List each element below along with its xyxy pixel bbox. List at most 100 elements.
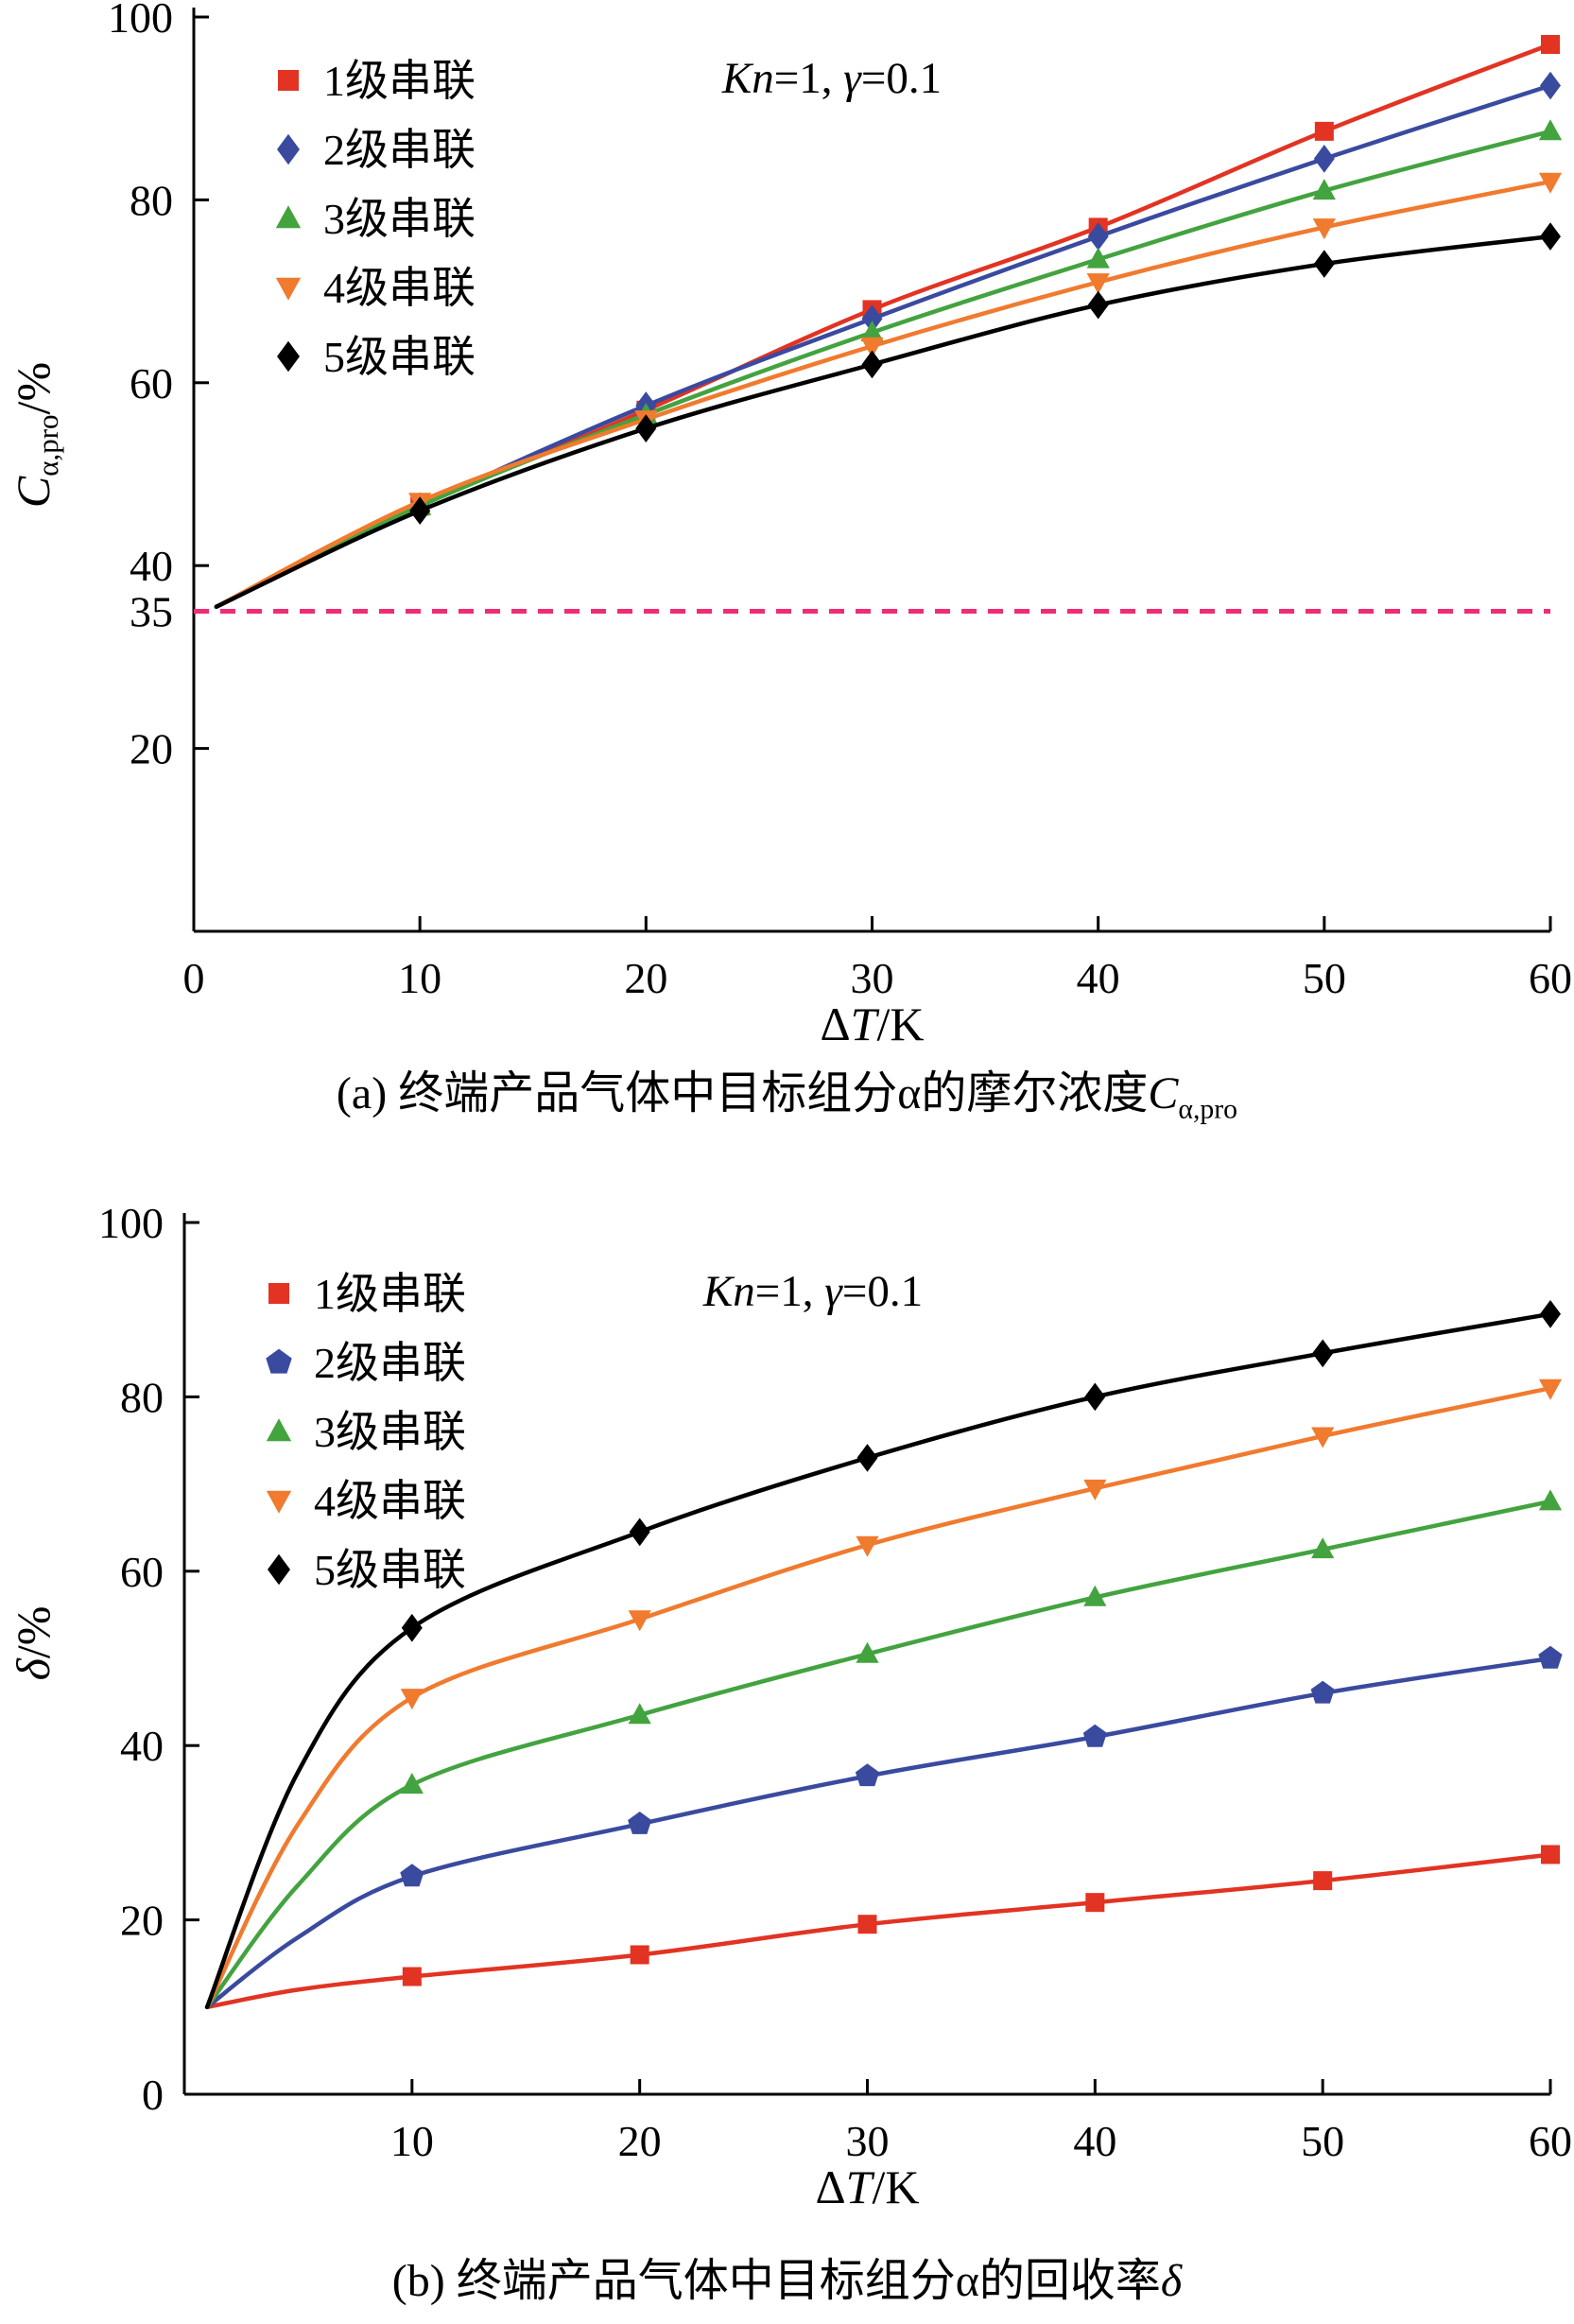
diamond-marker xyxy=(277,340,300,373)
triangle-down-marker xyxy=(275,277,302,301)
svg-text:10: 10 xyxy=(398,954,441,1002)
caption-text-part: δ xyxy=(1160,2256,1183,2306)
series-5 xyxy=(204,1300,1561,2010)
series-4 xyxy=(204,1379,1563,2010)
triangle-up-marker xyxy=(860,321,884,341)
square-marker xyxy=(1313,1871,1333,1891)
triangle-up-marker xyxy=(1311,1537,1335,1559)
square-marker xyxy=(1314,121,1334,141)
series-3 xyxy=(204,1489,1563,2010)
square-marker xyxy=(402,1967,422,1986)
axes xyxy=(192,8,1552,933)
diamond-marker xyxy=(1084,1382,1106,1412)
svg-text:50: 50 xyxy=(1303,954,1346,1002)
triangle-down-marker xyxy=(860,337,884,358)
svg-text:40: 40 xyxy=(130,542,173,590)
pentagon-marker xyxy=(400,1864,424,1887)
caption-text-part: (a) 终端产品气体中目标组分α的摩尔浓度 xyxy=(336,1068,1149,1119)
diamond-marker xyxy=(1540,71,1561,100)
square-marker xyxy=(1085,1893,1105,1913)
pentagon-marker xyxy=(628,1812,652,1834)
triangle-down-marker xyxy=(266,1490,292,1514)
diamond-marker xyxy=(409,496,431,525)
reference-line-label: 35 xyxy=(130,588,173,636)
triangle-down-marker xyxy=(628,1610,651,1632)
x-axis-label: ΔT/K xyxy=(816,2160,920,2213)
legend-label: 5级串联 xyxy=(314,1546,466,1594)
diamond-marker xyxy=(401,1613,423,1642)
legend-label: 4级串联 xyxy=(323,264,476,312)
svg-text:20: 20 xyxy=(120,1897,164,1945)
diamond-marker xyxy=(856,1444,878,1472)
square-marker xyxy=(278,70,299,91)
square-marker xyxy=(1541,35,1560,55)
legend: 1级串联 2级串联 3级串联 4级串联 5级串联 xyxy=(266,1270,466,1594)
chart-a: 0 10 20 30 40 50 60 20 40 60 80 100 35 1级串联 2级串联 3级串联 4级… xyxy=(7,0,1572,1050)
series-5 xyxy=(214,222,1561,609)
triangle-up-marker xyxy=(1312,179,1336,200)
caption-text-part: (b) 终端产品气体中目标组分α的回收率 xyxy=(391,2256,1161,2306)
triangle-up-marker xyxy=(1083,1585,1107,1606)
square-marker xyxy=(1541,1845,1560,1864)
triangle-down-marker xyxy=(1086,273,1110,295)
legend-label: 2级串联 xyxy=(314,1339,466,1387)
pentagon-marker xyxy=(1310,1680,1335,1704)
legend-item: 3级串联 xyxy=(275,195,476,243)
legend-label: 5级串联 xyxy=(323,333,476,381)
legend-item: 2级串联 xyxy=(277,126,476,174)
legend-label: 1级串联 xyxy=(323,57,476,105)
svg-text:60: 60 xyxy=(120,1548,164,1596)
triangle-up-marker xyxy=(1538,119,1563,141)
svg-text:40: 40 xyxy=(1077,954,1120,1002)
legend-item: 5级串联 xyxy=(268,1546,466,1594)
legend: 1级串联 2级串联 3级串联 4级串联 5级串联 xyxy=(275,57,476,381)
svg-text:40: 40 xyxy=(120,1722,164,1770)
svg-text:80: 80 xyxy=(120,1373,164,1421)
triangle-up-marker xyxy=(856,1641,879,1663)
triangle-up-marker xyxy=(266,1418,292,1442)
diamond-marker xyxy=(277,133,300,165)
svg-text:20: 20 xyxy=(618,2117,662,2165)
reference-line: 35 xyxy=(130,588,1550,636)
triangle-down-marker xyxy=(856,1535,879,1557)
svg-text:80: 80 xyxy=(130,176,173,224)
triangle-up-marker xyxy=(1538,1489,1563,1511)
diamond-marker xyxy=(629,1518,650,1547)
annotation: Kn=1, γ=0.1 xyxy=(721,54,942,103)
legend-item: 5级串联 xyxy=(277,333,476,381)
tick-labels: 10 20 30 40 50 60 0 20 40 60 80 100 xyxy=(98,1199,1572,2165)
axes xyxy=(182,1213,1552,2096)
tick-labels: 0 10 20 30 40 50 60 20 40 60 80 100 xyxy=(108,0,1572,1002)
triangle-up-marker xyxy=(275,205,302,229)
series-2 xyxy=(204,1645,1563,2010)
svg-text:60: 60 xyxy=(130,359,173,408)
triangle-down-marker xyxy=(1538,1379,1563,1400)
triangle-down-marker xyxy=(1083,1479,1107,1500)
pentagon-marker xyxy=(1538,1645,1563,1669)
legend-item: 1级串联 xyxy=(278,57,476,105)
diamond-marker xyxy=(861,350,883,379)
legend-item: 4级串联 xyxy=(266,1477,466,1525)
legend-label: 4级串联 xyxy=(314,1477,466,1525)
caption-b: (b) 终端产品气体中目标组分α的回收率δ xyxy=(0,2243,1574,2309)
svg-text:0: 0 xyxy=(142,2071,164,2119)
legend-label: 3级串联 xyxy=(323,195,476,243)
y-axis-label: δ/% xyxy=(7,1606,60,1681)
legend-item: 4级串联 xyxy=(275,264,476,312)
pentagon-marker xyxy=(1082,1724,1107,1747)
svg-text:100: 100 xyxy=(108,0,173,42)
triangle-up-marker xyxy=(400,1773,424,1794)
svg-text:100: 100 xyxy=(98,1199,164,1247)
square-marker xyxy=(630,1945,649,1965)
pentagon-marker xyxy=(266,1348,292,1374)
annotation: Kn=1, γ=0.1 xyxy=(702,1267,923,1316)
svg-text:10: 10 xyxy=(390,2117,434,2165)
triangle-up-marker xyxy=(1086,247,1110,269)
diamond-marker xyxy=(1540,1300,1561,1328)
series-1 xyxy=(204,1845,1560,2010)
caption-text-part: C xyxy=(1148,1068,1179,1119)
pentagon-marker xyxy=(855,1763,880,1787)
chart-b: 10 20 30 40 50 60 0 20 40 60 80 100 1级串联 2级串联 3级串联 4级串联… xyxy=(7,1199,1572,2213)
diamond-marker xyxy=(861,304,883,333)
